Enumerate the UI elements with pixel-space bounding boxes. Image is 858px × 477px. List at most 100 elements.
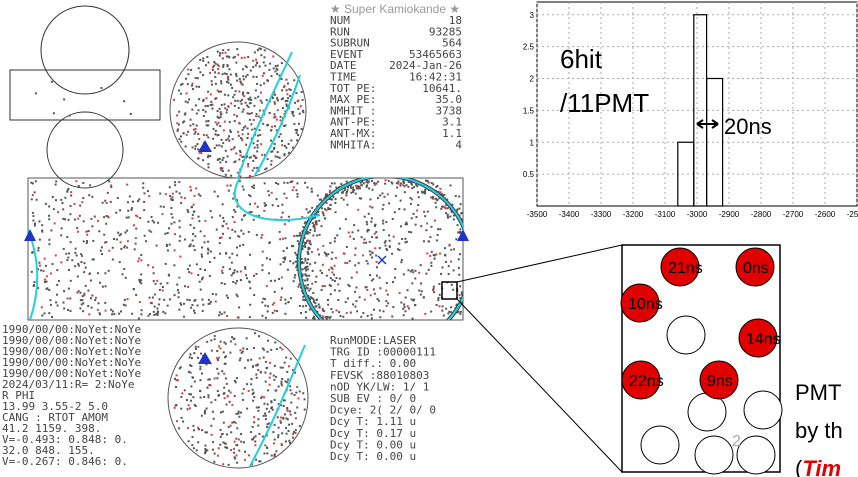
hit (199, 195, 201, 197)
hit (293, 394, 295, 396)
hit (156, 245, 158, 247)
hit (65, 253, 67, 255)
hit (387, 302, 389, 304)
hit (330, 293, 332, 295)
hit (356, 271, 358, 273)
hit (279, 157, 281, 159)
hit (219, 242, 221, 244)
hit (127, 201, 129, 203)
hit (117, 197, 119, 199)
hit (366, 223, 368, 225)
hit (91, 225, 93, 227)
hit (234, 56, 236, 58)
hit (403, 314, 405, 316)
hit (192, 88, 194, 90)
hit (312, 292, 314, 294)
hit (400, 200, 402, 202)
hit (282, 107, 284, 109)
x-tick-label: -2800 (751, 210, 772, 219)
hit (236, 427, 238, 429)
hit (67, 309, 69, 311)
hit (402, 308, 404, 310)
hit (395, 195, 397, 197)
hit (280, 216, 282, 218)
hit (212, 441, 214, 443)
hit (408, 307, 410, 309)
hit (309, 240, 311, 242)
hit (190, 385, 192, 387)
hit (270, 407, 272, 409)
hit (169, 186, 171, 188)
hit (411, 217, 413, 219)
hit (370, 221, 372, 223)
hit (243, 127, 245, 129)
hit (180, 141, 182, 143)
hit (218, 134, 220, 136)
hit (218, 91, 220, 93)
hit (232, 198, 234, 200)
hit (213, 65, 215, 67)
hit (432, 183, 434, 185)
hit (441, 310, 443, 312)
hit (113, 313, 115, 315)
hit (220, 80, 222, 82)
hit (214, 147, 216, 149)
vertex (378, 256, 386, 264)
hit (328, 269, 330, 271)
hit (56, 284, 58, 286)
hit (77, 231, 79, 233)
hit (179, 220, 181, 222)
hit (110, 309, 112, 311)
hit (379, 316, 381, 318)
caption-line: (Tim (795, 456, 841, 477)
hit (219, 253, 221, 255)
hit (230, 175, 232, 177)
hit (219, 55, 221, 57)
hit (224, 311, 226, 313)
hit (284, 313, 286, 315)
hit (296, 139, 298, 141)
hit (175, 405, 177, 407)
hit (370, 294, 372, 296)
hit (277, 416, 279, 418)
hit (309, 210, 311, 212)
hit (229, 257, 231, 259)
hit (242, 347, 244, 349)
hit (269, 241, 271, 243)
hit (270, 400, 272, 402)
hit (319, 199, 321, 201)
hit (430, 265, 432, 267)
hit (196, 113, 198, 115)
hit (442, 305, 444, 307)
hit (458, 274, 460, 276)
hit (407, 305, 409, 307)
hit (249, 97, 251, 99)
hit (417, 191, 419, 193)
hit (102, 286, 104, 288)
hit (250, 378, 252, 380)
hit (266, 257, 268, 259)
hit (247, 127, 249, 129)
hit (288, 143, 290, 145)
hit (272, 204, 274, 206)
hit (298, 235, 300, 237)
hit (394, 211, 396, 213)
hit (223, 351, 225, 353)
hit (460, 203, 462, 205)
hit (285, 440, 287, 442)
hit (210, 101, 212, 103)
hit (260, 397, 262, 399)
hit (265, 415, 267, 417)
hit (143, 192, 145, 194)
hit (156, 307, 158, 309)
hit (404, 241, 406, 243)
hit (99, 312, 101, 314)
hit (123, 268, 125, 270)
hit (282, 238, 284, 240)
hit (91, 196, 93, 198)
hit (310, 296, 312, 298)
hit (224, 103, 226, 105)
marker (198, 140, 212, 152)
hit (266, 99, 268, 101)
hit (216, 350, 218, 352)
